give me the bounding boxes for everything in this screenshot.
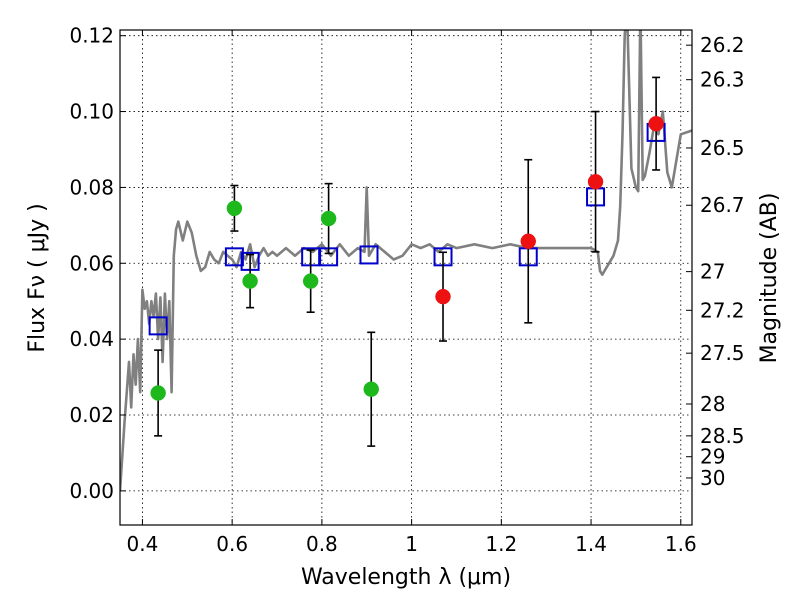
y-tick-label: 0.02 [69, 403, 114, 427]
magnitude-axis-label: Magnitude (AB) [757, 193, 782, 364]
x-tick-label: 1.4 [575, 532, 607, 556]
magnitude-tick-label: 27.2 [700, 298, 745, 322]
y-tick-label: 0.08 [69, 175, 114, 199]
observed-flux-point [320, 210, 337, 227]
magnitude-tick-label: 29 [700, 445, 725, 469]
x-tick-label: 1.6 [665, 532, 697, 556]
y-tick-label: 0.10 [69, 100, 114, 124]
observed-flux-point [226, 200, 243, 217]
y-tick-label: 0.06 [69, 251, 114, 275]
magnitude-tick-label: 28 [700, 392, 725, 416]
observed-flux-point [435, 288, 451, 305]
magnitude-tick-label: 26.5 [700, 136, 745, 160]
y-tick-label: 0.12 [69, 24, 114, 48]
magnitude-tick-label: 30 [700, 466, 725, 490]
x-tick-label: 0.6 [216, 532, 248, 556]
x-tick-label: 0.4 [127, 532, 159, 556]
observed-flux-point [363, 381, 379, 397]
y-axis-ticks: 0.00 0.02 0.04 0.06 0.08 0.10 0.12 [69, 24, 126, 503]
observed-flux-point [587, 173, 604, 190]
model-spectrum-line [120, 30, 692, 491]
y-tick-label: 0.00 [69, 479, 114, 503]
magnitude-tick-label: 27 [700, 260, 725, 284]
observed-flux-point [648, 115, 664, 132]
model-spectrum [120, 30, 692, 491]
observed-flux-point [242, 273, 258, 289]
y-axis-label: Flux Fν ( μJy ) [25, 203, 50, 352]
model-flux-square [148, 316, 168, 336]
plot-frame [119, 29, 693, 526]
x-axis-ticks: 0.4 0.6 0.8 1 1.2 1.4 1.6 [127, 30, 697, 556]
observed-flux-point [302, 273, 319, 289]
x-tick-label: 1 [405, 532, 418, 556]
magnitude-tick-label: 28.5 [700, 424, 745, 448]
magnitude-tick-label: 27.5 [700, 341, 745, 365]
magnitude-tick-label: 26.3 [700, 68, 745, 92]
magnitude-tick-label: 26.2 [700, 33, 745, 57]
x-axis-label: Wavelength λ (μm) [301, 565, 511, 590]
model-flux-square [359, 245, 379, 265]
grid [120, 30, 692, 525]
observed-flux-point [150, 385, 166, 401]
data-markers [148, 76, 666, 447]
observed-flux-point [520, 233, 537, 250]
y-tick-label: 0.04 [69, 327, 114, 351]
magnitude-tick-label: 26.7 [700, 193, 745, 217]
model-flux-square [224, 247, 244, 267]
x-tick-label: 1.2 [485, 532, 517, 556]
x-tick-label: 0.8 [306, 532, 338, 556]
